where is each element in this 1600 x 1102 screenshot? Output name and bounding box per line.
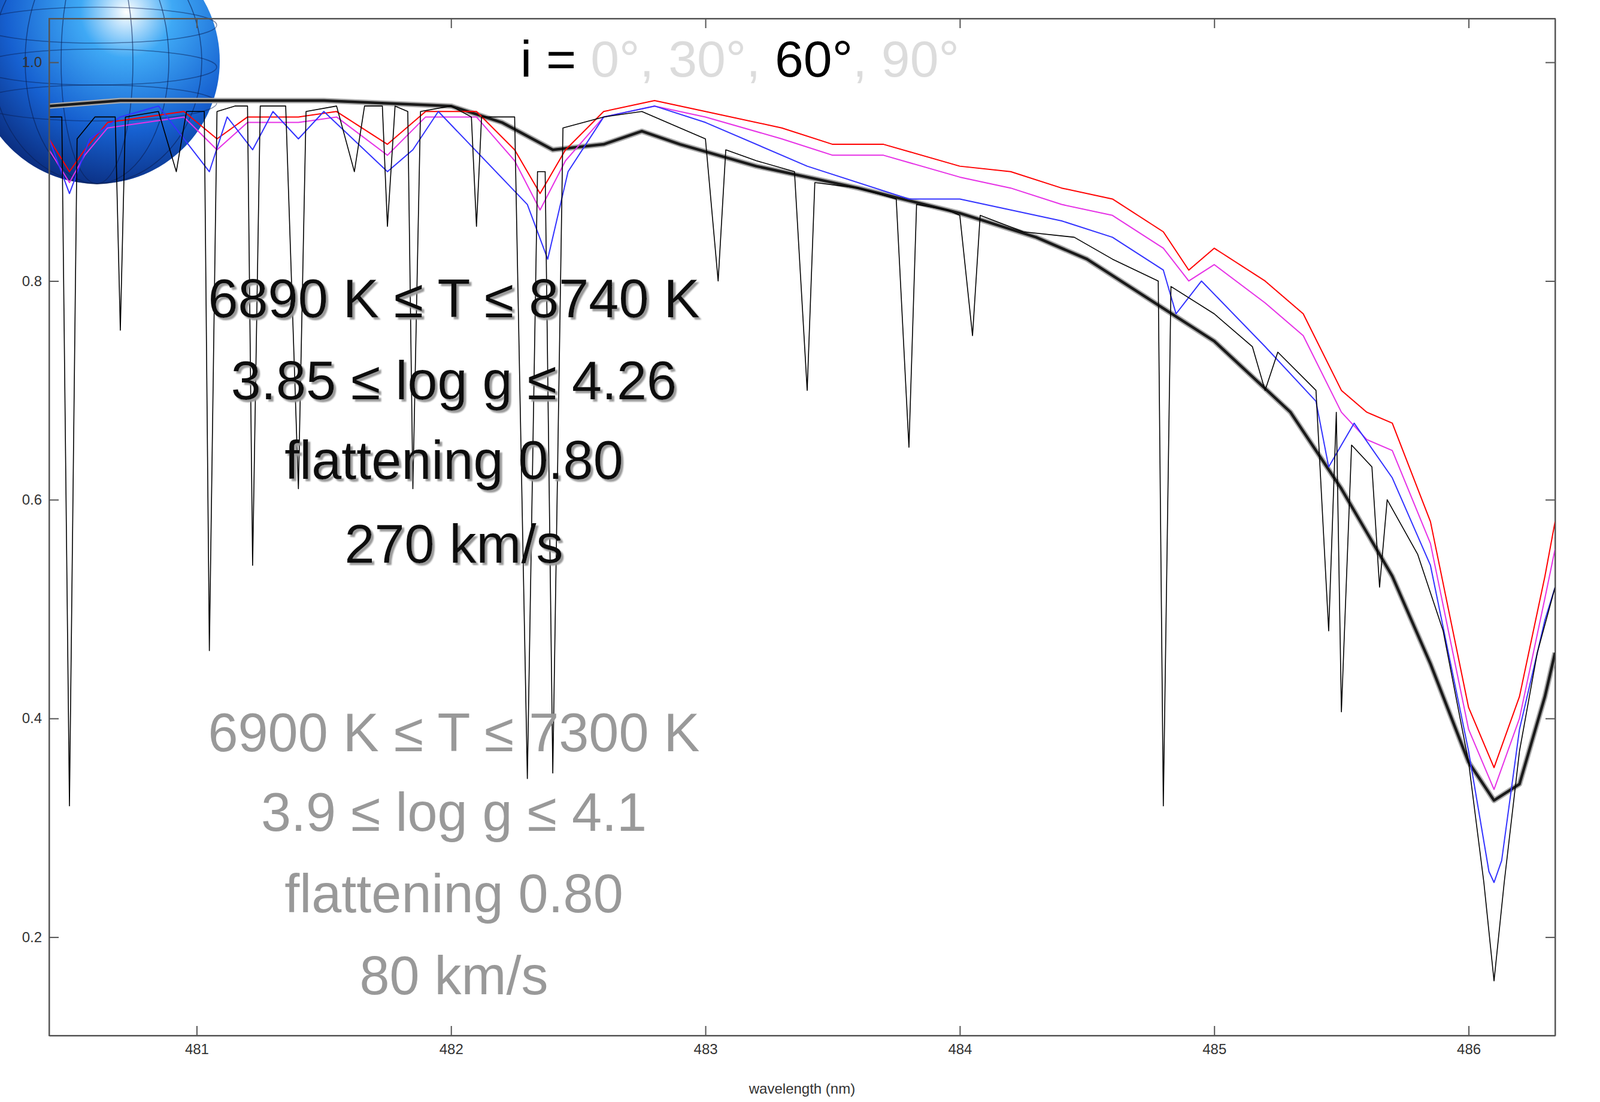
tick-mark	[1545, 280, 1556, 283]
tick-mark	[959, 18, 961, 29]
tick-mark	[1545, 499, 1556, 501]
tick-mark	[49, 718, 59, 720]
tick	[705, 18, 706, 29]
tick-mark	[959, 1026, 961, 1036]
annotation: flattening 0.80	[284, 864, 623, 924]
globe-meridian	[61, 0, 133, 184]
tick-mark	[49, 62, 59, 64]
spectrum-line	[49, 100, 1556, 768]
x-axis-title: wavelength (nm)	[748, 1080, 856, 1098]
globe	[0, 0, 220, 184]
tick-mark	[1213, 1026, 1215, 1036]
tick-mark	[49, 499, 59, 501]
x-axis: 481 482 483 484 485 486	[49, 1026, 1556, 1058]
axis-line	[49, 19, 51, 1037]
annotation: 3.9 ≤ log g ≤ 4.1	[261, 782, 647, 843]
tick	[1545, 62, 1556, 63]
tick-label: 486	[1456, 1041, 1481, 1058]
y-axis-right	[1545, 19, 1556, 1037]
tick-mark	[49, 937, 59, 939]
tick-mark	[196, 1026, 198, 1036]
tick-mark	[196, 18, 198, 29]
tick: 0.8	[22, 273, 59, 290]
tick-label: 483	[694, 1041, 718, 1058]
tick	[959, 18, 961, 29]
tick-mark	[1545, 718, 1556, 720]
tick: 483	[694, 1026, 718, 1058]
tick-label: 482	[439, 1041, 464, 1058]
annotation: 6900 K ≤ T ≤ 7300 K	[207, 702, 700, 763]
tick	[1214, 18, 1215, 29]
tick	[196, 18, 198, 29]
tick-label: 484	[947, 1041, 972, 1058]
lines	[49, 100, 1556, 982]
spectrum-line	[49, 105, 1556, 982]
line-halo	[49, 100, 1556, 801]
globe-icon	[0, 0, 220, 184]
tick-label: 0.4	[22, 710, 42, 727]
annotation: 3.85 ≤ log g ≤ 4.26	[231, 350, 677, 411]
title-part: 0°, 30°,	[590, 29, 775, 88]
tick-label: 0.2	[22, 929, 42, 946]
title: i = 0°, 30°, 60°, 90°	[520, 29, 960, 88]
tick	[1468, 18, 1470, 29]
tick-label: 0.8	[22, 273, 42, 290]
tick: 1.0	[22, 53, 59, 71]
axis-line	[49, 1035, 1556, 1038]
annotation: 6890 K ≤ T ≤ 8740 K	[207, 268, 700, 329]
axis-line	[1555, 19, 1557, 1037]
annotation: 270 km/s	[344, 514, 563, 575]
tick	[1545, 500, 1556, 501]
tick-mark	[49, 280, 59, 283]
chart: 481 482 483 484 485 486 0.2 0.4 0.6 0.8 1.0 wavelen…	[0, 0, 1600, 1102]
tick-mark	[1545, 937, 1556, 939]
tick: 0.6	[22, 491, 59, 508]
spectrum-line	[49, 105, 1556, 883]
tick-label: 0.6	[22, 491, 42, 508]
globe-meridian	[25, 0, 169, 184]
tick-mark	[1213, 18, 1215, 29]
globe-parallel	[0, 7, 217, 44]
tick-mark	[705, 1026, 707, 1036]
title-part: , 90°	[852, 29, 960, 88]
annotation: 80 km/s	[359, 946, 548, 1006]
annotations: 6890 K ≤ T ≤ 8740 K 3.85 ≤ log g ≤ 4.26 fl…	[207, 268, 700, 1006]
plot-frame	[49, 18, 1556, 1036]
tick	[1545, 937, 1556, 939]
tick: 486	[1456, 1026, 1481, 1058]
tick-label: 481	[185, 1041, 209, 1058]
tick: 0.4	[22, 710, 59, 727]
y-axis: 0.2 0.4 0.6 0.8 1.0	[22, 19, 59, 1037]
tick-mark	[705, 18, 707, 29]
tick-mark	[1468, 1026, 1470, 1036]
spectrum-line	[49, 100, 1556, 801]
title-part: i =	[520, 29, 591, 88]
tick	[450, 18, 452, 29]
tick-label: 1.0	[22, 53, 42, 71]
tick: 484	[947, 1026, 972, 1058]
tick-mark	[450, 18, 453, 29]
x-axis-top	[49, 18, 1556, 29]
tick-mark	[1468, 18, 1470, 29]
tick	[1545, 718, 1556, 720]
tick-label: 485	[1202, 1041, 1227, 1058]
title-part: 60°	[774, 29, 853, 88]
spectrum-line	[49, 105, 1556, 790]
tick-mark	[450, 1026, 453, 1036]
tick: 482	[439, 1026, 464, 1058]
axis-line	[49, 18, 1556, 20]
tick: 481	[185, 1026, 209, 1058]
tick-mark	[1545, 62, 1556, 64]
tick	[1545, 280, 1556, 282]
tick: 485	[1202, 1026, 1227, 1058]
tick: 0.2	[22, 929, 59, 946]
globe-parallel	[0, 49, 217, 86]
annotation: flattening 0.80	[284, 430, 623, 491]
